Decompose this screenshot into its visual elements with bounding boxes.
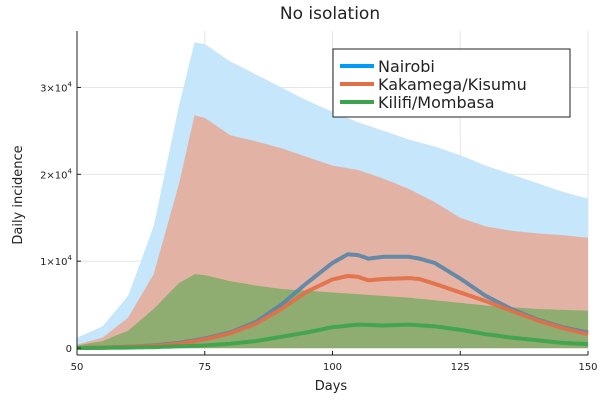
legend-label: Kilifi/Mombasa bbox=[378, 93, 495, 112]
y-tick-label: 0 bbox=[66, 344, 72, 355]
y-tick-label: 3×104 bbox=[40, 80, 72, 94]
lines bbox=[76, 252, 589, 351]
y-tick-label: 2×104 bbox=[40, 167, 72, 181]
x-tick-label: 75 bbox=[198, 362, 211, 373]
x-tick-label: 125 bbox=[451, 362, 470, 373]
legend-label: Kakamega/Kisumu bbox=[378, 75, 527, 94]
legend-label: Nairobi bbox=[378, 57, 435, 76]
x-axis-label: Days bbox=[315, 379, 348, 394]
ticks: 50 75 100 125 150 0 1×104 2×104 3×104 bbox=[40, 80, 597, 373]
chart-title: No isolation bbox=[280, 4, 380, 24]
x-tick-label: 150 bbox=[578, 362, 597, 373]
x-tick-label: 100 bbox=[323, 362, 342, 373]
y-tick-label: 1×104 bbox=[40, 254, 72, 268]
series-line-2 bbox=[76, 322, 589, 351]
x-tick-label: 50 bbox=[71, 362, 84, 373]
y-axis-label: Daily incidence bbox=[11, 145, 26, 244]
